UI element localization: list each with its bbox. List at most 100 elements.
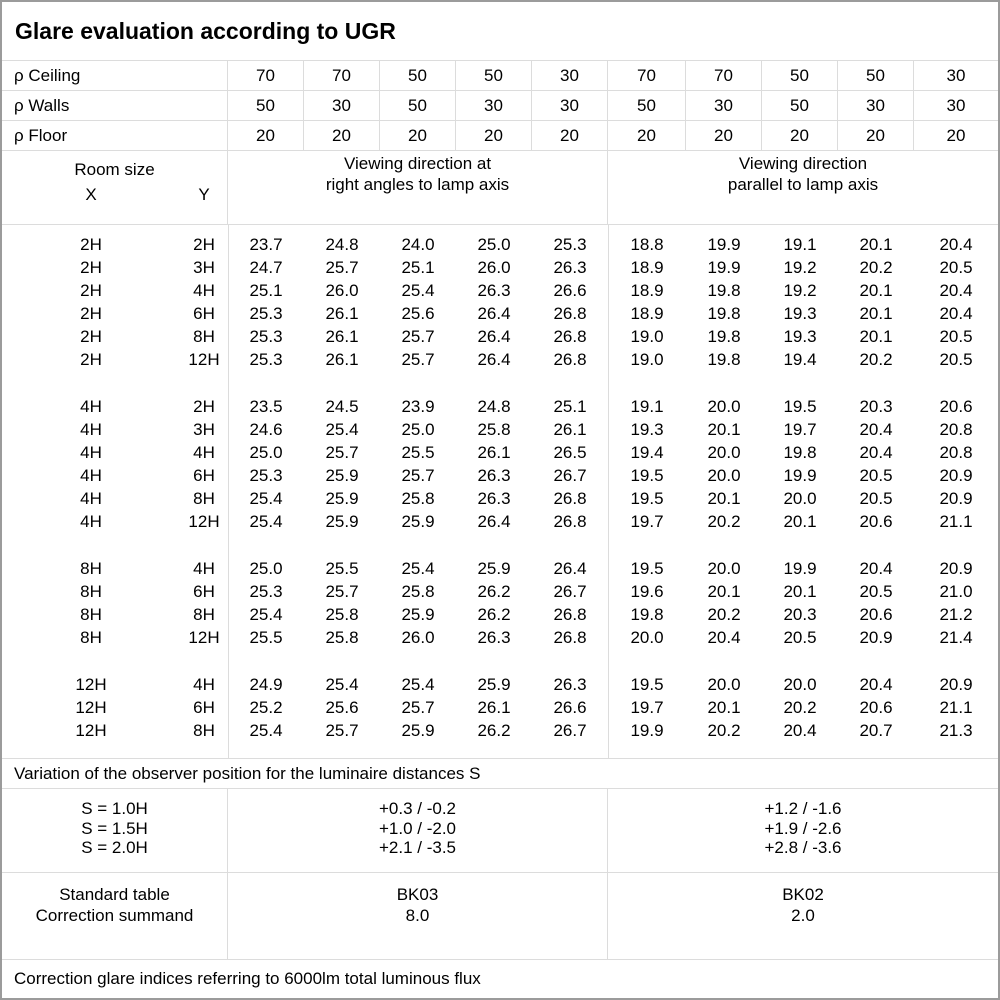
reflectance-value: 20 bbox=[946, 125, 966, 145]
ugr-value: 19.7 bbox=[783, 419, 817, 439]
s-value: +2.8 / -3.6 bbox=[764, 838, 842, 857]
ugr-value: 20.4 bbox=[859, 558, 893, 578]
ugr-value: 20.8 bbox=[939, 442, 973, 462]
variation-note: Variation of the observer position for t… bbox=[2, 759, 998, 789]
room-y: 8H bbox=[193, 326, 215, 346]
ugr-value: 26.7 bbox=[553, 581, 587, 601]
table-row: 4H 8H 25.4 25.9 25.8 26.3 26.8 19.5 20.1 20.0 20.5… bbox=[2, 487, 998, 510]
ugr-value: 19.9 bbox=[783, 558, 817, 578]
ugr-value: 25.7 bbox=[325, 581, 359, 601]
reflectance-value: 20 bbox=[456, 121, 532, 150]
ugr-value: 20.0 bbox=[707, 674, 741, 694]
ugr-value: 26.8 bbox=[553, 604, 587, 624]
ugr-value: 25.9 bbox=[477, 674, 511, 694]
ugr-value: 26.1 bbox=[325, 349, 359, 369]
ugr-value: 25.1 bbox=[401, 257, 435, 277]
ugr-value: 20.4 bbox=[859, 442, 893, 462]
ugr-value: 20.3 bbox=[783, 604, 817, 624]
ugr-value: 20.1 bbox=[783, 511, 817, 531]
ugr-value: 26.2 bbox=[477, 581, 511, 601]
ugr-value: 25.8 bbox=[401, 581, 435, 601]
room-x: 2H bbox=[80, 326, 102, 346]
ugr-value: 25.4 bbox=[325, 674, 359, 694]
table-row: 8H 6H 25.3 25.7 25.8 26.2 26.7 19.6 20.1 20.1 20.5… bbox=[2, 580, 998, 603]
observer-variation-section: S = 1.0H S = 1.5H S = 2.0H +0.3 / -0.2 +… bbox=[2, 789, 998, 873]
ugr-value: 23.9 bbox=[401, 396, 435, 416]
ugr-value: 25.4 bbox=[325, 419, 359, 439]
ugr-value: 25.4 bbox=[249, 720, 283, 740]
room-y: 4H bbox=[193, 442, 215, 462]
table-row: 12H 6H 25.2 25.6 25.7 26.1 26.6 19.7 20.1 20.2 20.… bbox=[2, 696, 998, 719]
table-row: 4H 2H 23.5 24.5 23.9 24.8 25.1 19.1 20.0 19.5 20.3… bbox=[2, 395, 998, 418]
ugr-value: 25.5 bbox=[249, 627, 283, 647]
ugr-value: 25.5 bbox=[401, 442, 435, 462]
room-x: 8H bbox=[80, 558, 102, 578]
correction-summand-value: 2.0 bbox=[791, 906, 815, 925]
ugr-value: 19.6 bbox=[630, 581, 664, 601]
table-row: 2H 3H 24.7 25.7 25.1 26.0 26.3 18.9 19.9 19.2 20.2… bbox=[2, 256, 998, 279]
standard-table-labels: Standard table Correction summand bbox=[2, 873, 228, 959]
ugr-value: 20.6 bbox=[859, 604, 893, 624]
ugr-value: 25.0 bbox=[249, 442, 283, 462]
reflectance-value: 50 bbox=[762, 61, 838, 90]
reflectance-value: 50 bbox=[380, 61, 456, 90]
ugr-value: 26.3 bbox=[553, 257, 587, 277]
room-size-header: Room size X Y bbox=[2, 151, 228, 224]
ugr-value: 23.7 bbox=[249, 234, 283, 254]
ugr-value: 24.7 bbox=[249, 257, 283, 277]
viewing-direction-perpendicular-line1: Viewing direction at bbox=[343, 154, 492, 173]
ugr-value: 26.6 bbox=[553, 697, 587, 717]
ugr-value: 25.7 bbox=[401, 697, 435, 717]
ugr-value: 20.0 bbox=[707, 465, 741, 485]
ugr-value: 24.8 bbox=[325, 234, 359, 254]
ugr-value: 26.4 bbox=[553, 558, 587, 578]
ugr-value: 20.0 bbox=[630, 627, 664, 647]
ugr-value: 24.9 bbox=[249, 674, 283, 694]
reflectance-value: 30 bbox=[532, 61, 608, 90]
ugr-value: 25.7 bbox=[401, 349, 435, 369]
reflectance-label: ρ Floor bbox=[2, 121, 228, 150]
ugr-value: 21.0 bbox=[939, 581, 973, 601]
table-row: 4H 12H 25.4 25.9 25.9 26.4 26.8 19.7 20.2 20.1 20.… bbox=[2, 510, 998, 533]
room-x: 12H bbox=[75, 720, 107, 740]
room-x: 8H bbox=[80, 627, 102, 647]
ugr-value: 18.8 bbox=[630, 234, 664, 254]
s-values-perpendicular: +0.3 / -0.2 +1.0 / -2.0 +2.1 / -3.5 bbox=[228, 789, 608, 872]
ugr-value: 25.9 bbox=[325, 511, 359, 531]
s-distance-labels: S = 1.0H S = 1.5H S = 2.0H bbox=[2, 789, 228, 872]
room-y: 4H bbox=[193, 674, 215, 694]
ugr-value: 26.8 bbox=[553, 627, 587, 647]
room-y: 8H bbox=[193, 720, 215, 740]
table-row: 2H 8H 25.3 26.1 25.7 26.4 26.8 19.0 19.8 19.3 20.1… bbox=[2, 325, 998, 348]
table-row: 12H 4H 24.9 25.4 25.4 25.9 26.3 19.5 20.0 20.0 20.… bbox=[2, 673, 998, 696]
table-row: 12H 8H 25.4 25.7 25.9 26.2 26.7 19.9 20.2 20.4 20.… bbox=[2, 719, 998, 742]
room-x: 2H bbox=[80, 234, 102, 254]
block-gap bbox=[2, 371, 998, 395]
viewing-direction-parallel-line1: Viewing direction bbox=[738, 154, 868, 173]
ugr-value: 26.1 bbox=[553, 419, 587, 439]
room-x: 2H bbox=[80, 303, 102, 323]
s-label: S = 1.5H bbox=[81, 818, 148, 838]
ugr-value: 18.9 bbox=[630, 280, 664, 300]
s-value: +1.0 / -2.0 bbox=[378, 818, 457, 838]
ugr-value: 20.1 bbox=[707, 581, 741, 601]
ugr-value: 20.2 bbox=[859, 349, 893, 369]
viewing-direction-parallel-header: Viewing direction parallel to lamp axis bbox=[608, 151, 998, 224]
ugr-value: 26.1 bbox=[477, 442, 511, 462]
reflectance-value: 30 bbox=[946, 65, 966, 85]
ugr-value: 19.1 bbox=[783, 234, 817, 254]
reflectance-value: 20 bbox=[762, 121, 838, 150]
ugr-value: 25.8 bbox=[477, 419, 511, 439]
reflectance-value: 20 bbox=[380, 121, 456, 150]
ugr-value: 20.6 bbox=[859, 697, 893, 717]
room-y: 2H bbox=[193, 234, 215, 254]
ugr-value: 26.4 bbox=[477, 326, 511, 346]
ugr-value: 20.4 bbox=[707, 627, 741, 647]
ugr-value: 25.2 bbox=[249, 697, 283, 717]
table-row: 8H 4H 25.0 25.5 25.4 25.9 26.4 19.5 20.0 19.9 20.4… bbox=[2, 557, 998, 580]
reflectance-row-floor: ρ Floor 20 20 20 20 20 20 20 20 20 20 bbox=[2, 121, 998, 151]
ugr-value: 19.8 bbox=[630, 604, 664, 624]
reflectance-value: 20 bbox=[532, 121, 608, 150]
ugr-value: 19.2 bbox=[783, 257, 817, 277]
ugr-value: 19.4 bbox=[783, 349, 817, 369]
